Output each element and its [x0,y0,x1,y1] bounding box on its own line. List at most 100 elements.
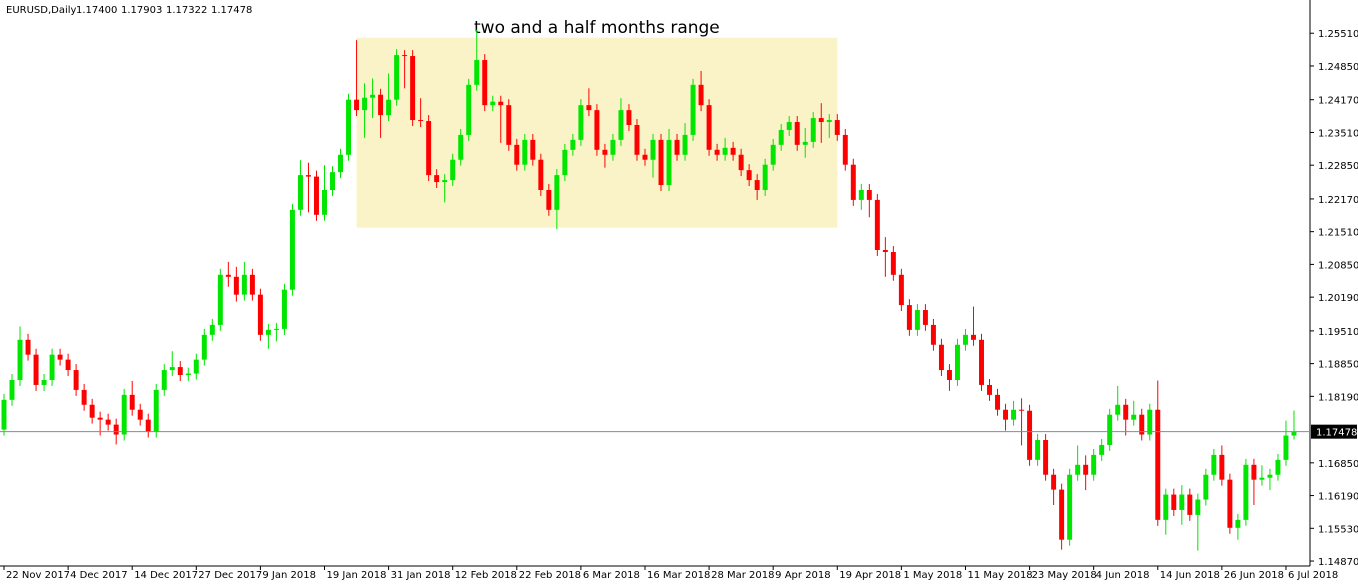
candle-body [794,122,800,145]
candle-body [201,334,207,360]
y-tick-label: 1.22850 [1318,161,1358,172]
candle-body [265,329,271,335]
candle-body [394,55,400,100]
candle-body [9,379,15,400]
candle-body [1131,414,1137,420]
candle-body [890,251,896,275]
candle-body [249,274,255,295]
x-tick-label: 14 Jun 2018 [1160,570,1220,581]
candle-body [330,172,335,190]
y-tick-label: 1.23510 [1318,128,1358,139]
candle-body [153,389,159,432]
candle-body [466,84,472,135]
candle-body [682,134,688,155]
candle-body [57,354,63,360]
y-tick-label: 1.19510 [1318,327,1358,338]
candle-body [954,344,960,380]
candle-body [698,84,704,106]
candle-body [305,175,311,177]
candle-body [714,149,720,155]
y-tick-label: 1.21510 [1318,228,1358,239]
candle-body [97,417,103,420]
candle-body [1147,409,1153,435]
candle-body [882,250,888,252]
candle-body [1283,435,1289,460]
candle-body [49,354,55,380]
candle-body [514,144,520,165]
candle-body [434,175,440,183]
candle-body [618,110,624,140]
candle-body [586,105,592,111]
candle-body [1163,494,1169,520]
x-tick-label: 31 Jan 2018 [391,570,451,581]
candle-body [1187,494,1193,515]
candle-body [161,370,167,390]
candle-body [987,384,992,395]
annotation-label: two and a half months range [474,18,720,38]
candle-body [1235,519,1241,528]
candle-body [554,175,560,210]
candle-body [1067,474,1073,540]
candle-body [233,276,239,295]
candle-body [762,164,768,190]
candle-body [378,94,384,116]
candle-body [570,139,576,150]
candle-body [410,56,416,121]
candle-body [121,394,127,435]
candle-body [129,394,135,410]
candle-body [1171,494,1177,510]
candle-body [602,149,608,155]
candle-body [810,118,816,142]
candle-body [1219,454,1225,480]
candle-body [17,339,23,380]
candle-body [217,274,223,325]
candle-body [297,175,303,210]
x-tick-label: 22 Nov 2017 [6,570,70,581]
candle-body [1123,404,1129,420]
candle-body [1267,474,1273,478]
candle-body [1011,409,1017,420]
x-tick-label: 6 Mar 2018 [583,570,640,581]
candle-body [818,118,824,123]
candle-body [1043,440,1049,475]
candle-body [257,294,263,335]
candle-body [995,394,1001,410]
candle-body [354,99,360,111]
ohlc-label: 1.17322 [166,5,207,16]
candle-body [281,289,287,329]
candle-body [137,409,143,420]
candle-body [546,189,552,210]
candle-body [1059,489,1065,540]
candle-body [626,110,632,126]
x-tick-label: 12 Feb 2018 [455,570,517,581]
candle-body [658,139,664,186]
candle-body [65,359,71,371]
candle-body [706,105,712,150]
candle-body [1251,464,1257,480]
y-tick-label: 1.24850 [1318,62,1358,73]
x-tick-label: 6 Jul 2018 [1288,570,1338,581]
x-tick-label: 9 Apr 2018 [775,570,830,581]
candle-body [498,101,504,106]
candle-body [914,310,920,330]
candle-body [1083,464,1089,475]
candle-body [786,122,792,130]
candle-body [754,180,760,190]
candle-body [1155,409,1161,520]
candle-body [474,60,480,85]
candle-body [930,324,936,345]
candle-body [346,99,352,155]
candle-body [450,159,456,181]
candle-body [802,141,808,145]
candle-body [418,120,424,122]
candle-body [1107,414,1113,445]
candle-body [81,389,87,405]
candle-body [946,370,952,380]
candle-body [289,209,295,290]
x-tick-label: 23 May 2018 [1032,570,1097,581]
candle-body [1075,464,1081,475]
candle-body [850,164,856,200]
candle-body [722,147,728,155]
